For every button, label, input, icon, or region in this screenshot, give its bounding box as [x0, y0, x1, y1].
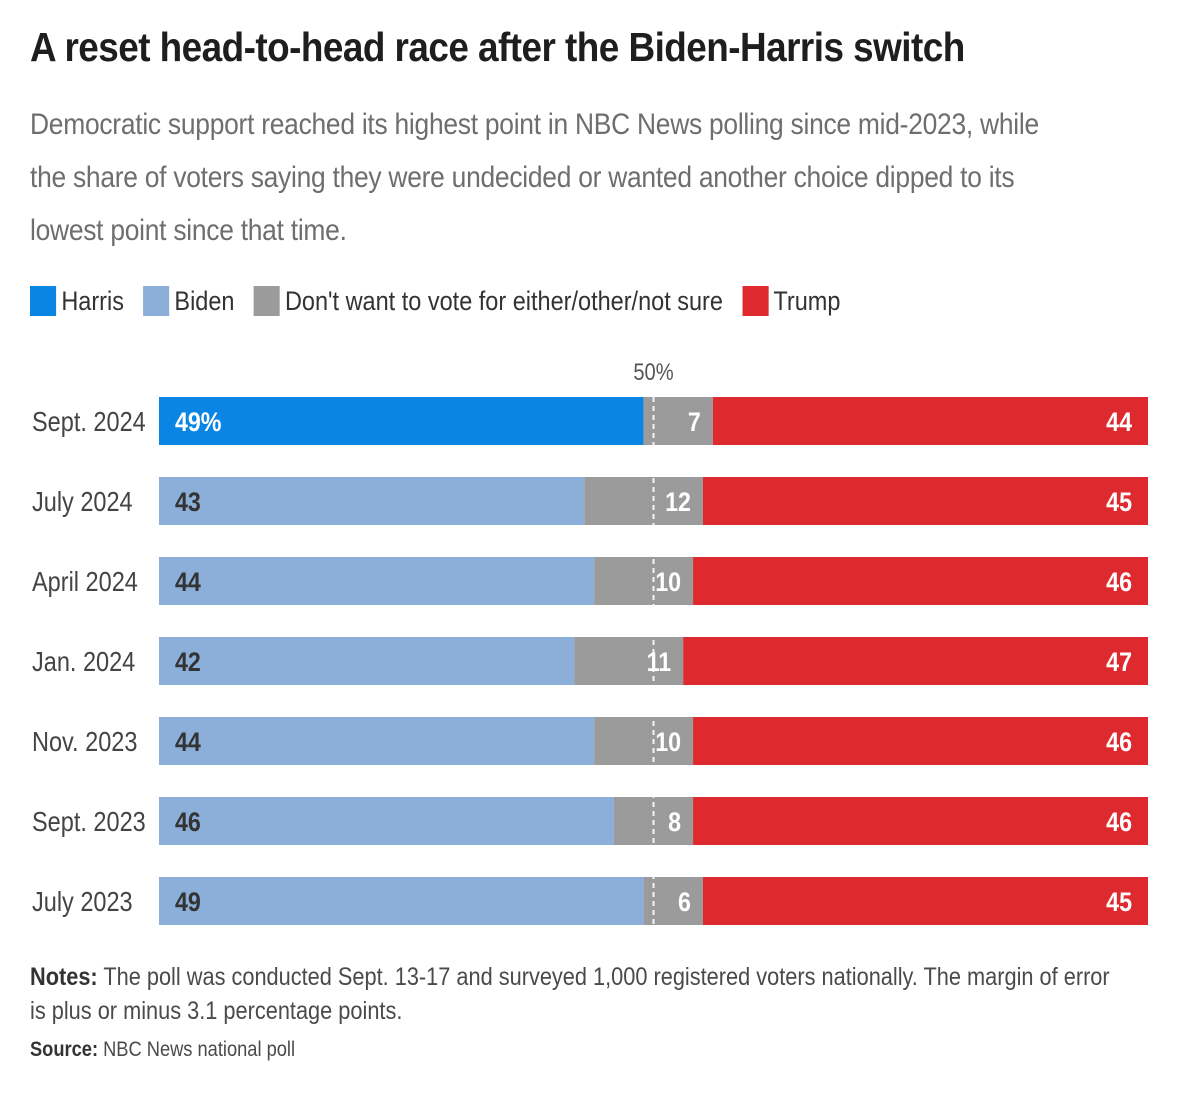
bar-biden-nov-2023 [159, 717, 595, 765]
category-label-july-2024: July 2024 [32, 487, 133, 517]
bar-trump-sept-2023 [693, 797, 1148, 845]
notes-label: Notes: [30, 963, 98, 991]
source-label: Source: [30, 1038, 99, 1061]
value-label-biden-sept-2023: 46 [175, 807, 201, 837]
value-label-other-april-2024: 10 [655, 567, 681, 597]
category-label-jan-2024: Jan. 2024 [32, 647, 135, 677]
bar-other-july-2024 [584, 477, 703, 525]
notes: Notes: The poll was conducted Sept. 13-1… [30, 960, 1126, 1028]
bar-other-jan-2024 [574, 637, 684, 685]
legend-swatch-trump [742, 286, 769, 316]
value-label-biden-nov-2023: 44 [175, 727, 201, 757]
source: Source: NBC News national poll [30, 1038, 295, 1062]
value-label-trump-july-2024: 45 [1106, 487, 1132, 517]
legend-item-trump: Trump [742, 286, 840, 317]
legend-label-biden: Biden [174, 285, 235, 316]
bar-other-april-2024 [594, 557, 694, 605]
chart-title: A reset head-to-head race after the Bide… [30, 24, 965, 70]
value-label-harris-sept-2024: 49% [175, 407, 221, 437]
value-label-other-sept-2023: 8 [668, 807, 681, 837]
source-text: NBC News national poll [103, 1038, 296, 1061]
category-label-sept-2024: Sept. 2024 [32, 407, 146, 437]
value-label-other-jan-2024: 11 [647, 647, 672, 677]
bar-biden-april-2024 [159, 557, 595, 605]
value-label-trump-sept-2024: 44 [1106, 407, 1132, 437]
bar-biden-sept-2023 [159, 797, 614, 845]
legend-label-trump: Trump [773, 285, 841, 316]
bar-trump-nov-2023 [693, 717, 1148, 765]
bar-other-sept-2024 [643, 397, 713, 445]
legend: Harris Biden Don't want to vote for eith… [30, 285, 860, 317]
category-label-nov-2023: Nov. 2023 [32, 727, 137, 757]
bar-harris-sept-2024 [159, 397, 644, 445]
value-label-trump-jan-2024: 47 [1106, 647, 1132, 677]
value-label-other-nov-2023: 10 [655, 727, 681, 757]
value-label-other-sept-2024: 7 [688, 407, 701, 437]
value-label-biden-jan-2024: 42 [175, 647, 201, 677]
legend-label-other: Don't want to vote for either/other/not … [284, 285, 723, 316]
stacked-bar-chart: Sept. 2024 49% 7 44 July 2024 43 12 45 April 202… [32, 358, 1148, 925]
value-label-trump-july-2023: 45 [1106, 887, 1132, 917]
bar-trump-july-2024 [702, 477, 1148, 525]
value-label-biden-july-2024: 43 [175, 487, 201, 517]
value-label-other-july-2023: 6 [678, 887, 691, 917]
bar-trump-april-2024 [693, 557, 1148, 605]
value-label-trump-april-2024: 46 [1106, 567, 1132, 597]
legend-swatch-harris [30, 286, 57, 316]
value-label-trump-sept-2023: 46 [1106, 807, 1132, 837]
reference-line-label: 50% [633, 358, 673, 385]
legend-label-harris: Harris [61, 285, 124, 316]
bar-other-nov-2023 [594, 717, 694, 765]
bar-trump-july-2023 [702, 877, 1148, 925]
category-label-july-2023: July 2023 [32, 887, 133, 917]
legend-item-other: Don't want to vote for either/other/not … [253, 285, 723, 317]
bar-biden-jan-2024 [159, 637, 575, 685]
notes-text: The poll was conducted Sept. 13-17 and s… [30, 963, 1110, 1025]
value-label-trump-nov-2023: 46 [1106, 727, 1132, 757]
legend-item-harris: Harris [30, 286, 124, 317]
value-label-biden-april-2024: 44 [175, 567, 201, 597]
chart-subtitle: Democratic support reached its highest p… [30, 108, 1039, 247]
bar-biden-july-2023 [159, 877, 644, 925]
value-label-biden-july-2023: 49 [175, 887, 201, 917]
bar-biden-july-2024 [159, 477, 585, 525]
bar-trump-jan-2024 [683, 637, 1148, 685]
category-label-sept-2023: Sept. 2023 [32, 807, 146, 837]
category-label-april-2024: April 2024 [32, 567, 138, 597]
value-label-other-july-2024: 12 [665, 487, 691, 517]
legend-swatch-biden [143, 286, 170, 316]
bar-trump-sept-2024 [712, 397, 1148, 445]
legend-swatch-other [253, 286, 280, 316]
legend-item-biden: Biden [143, 285, 235, 317]
